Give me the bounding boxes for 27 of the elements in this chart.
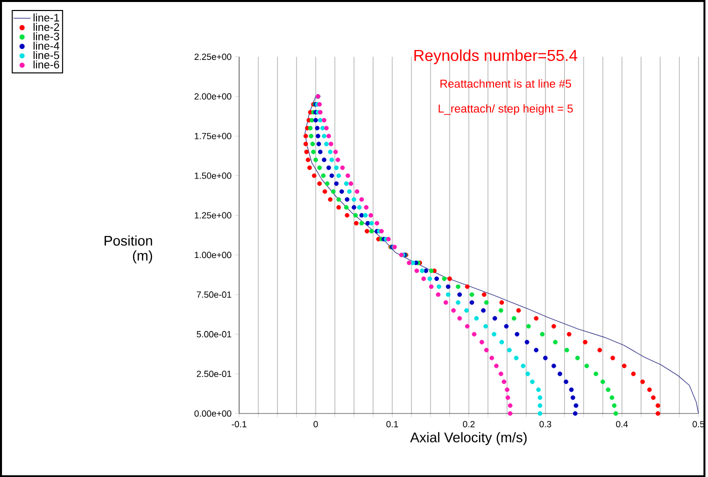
y-tick-label: 5.00e-01 xyxy=(196,330,232,338)
legend-label: line-6 xyxy=(34,60,60,68)
x-tick-label: 0 xyxy=(314,420,318,428)
x-tick-label: -0.1 xyxy=(232,420,246,428)
legend-label: line-1 xyxy=(34,13,60,22)
y-tick-label: 0.00e+00 xyxy=(194,410,232,417)
y-axis-title: Position (m) xyxy=(104,235,152,264)
y-tick-label: 1.25e+00 xyxy=(194,212,232,218)
legend-label: line-3 xyxy=(34,32,60,40)
y-tick-label: 1.75e+00 xyxy=(194,132,232,140)
x-tick-label: 0.2 xyxy=(462,420,475,428)
annotation: Reattachment is at line #5 xyxy=(440,79,572,88)
x-tick-label: 0.4 xyxy=(616,420,628,428)
y-tick-label: 2.50e-01 xyxy=(196,370,232,377)
x-tick-label: 0.3 xyxy=(540,420,552,428)
annotation: Reynolds number=55.4 xyxy=(414,49,578,64)
x-tick-label: 0.1 xyxy=(386,420,398,428)
y-tick-label: 1.00e+00 xyxy=(194,252,232,258)
x-axis-title: Axial Velocity (m/s) xyxy=(410,432,527,445)
legend-label: line-4 xyxy=(34,42,60,50)
legend-label: line-5 xyxy=(34,50,60,59)
y-tick-label: 2.00e+00 xyxy=(194,93,232,100)
legend-label: line-2 xyxy=(34,22,60,31)
annotation: L_reattach/ step height = 5 xyxy=(438,104,573,115)
y-tick-label: 1.50e+00 xyxy=(194,172,232,179)
y-tick-label: 2.25e+00 xyxy=(194,53,232,60)
y-tick-label: 7.50e-01 xyxy=(196,291,232,298)
